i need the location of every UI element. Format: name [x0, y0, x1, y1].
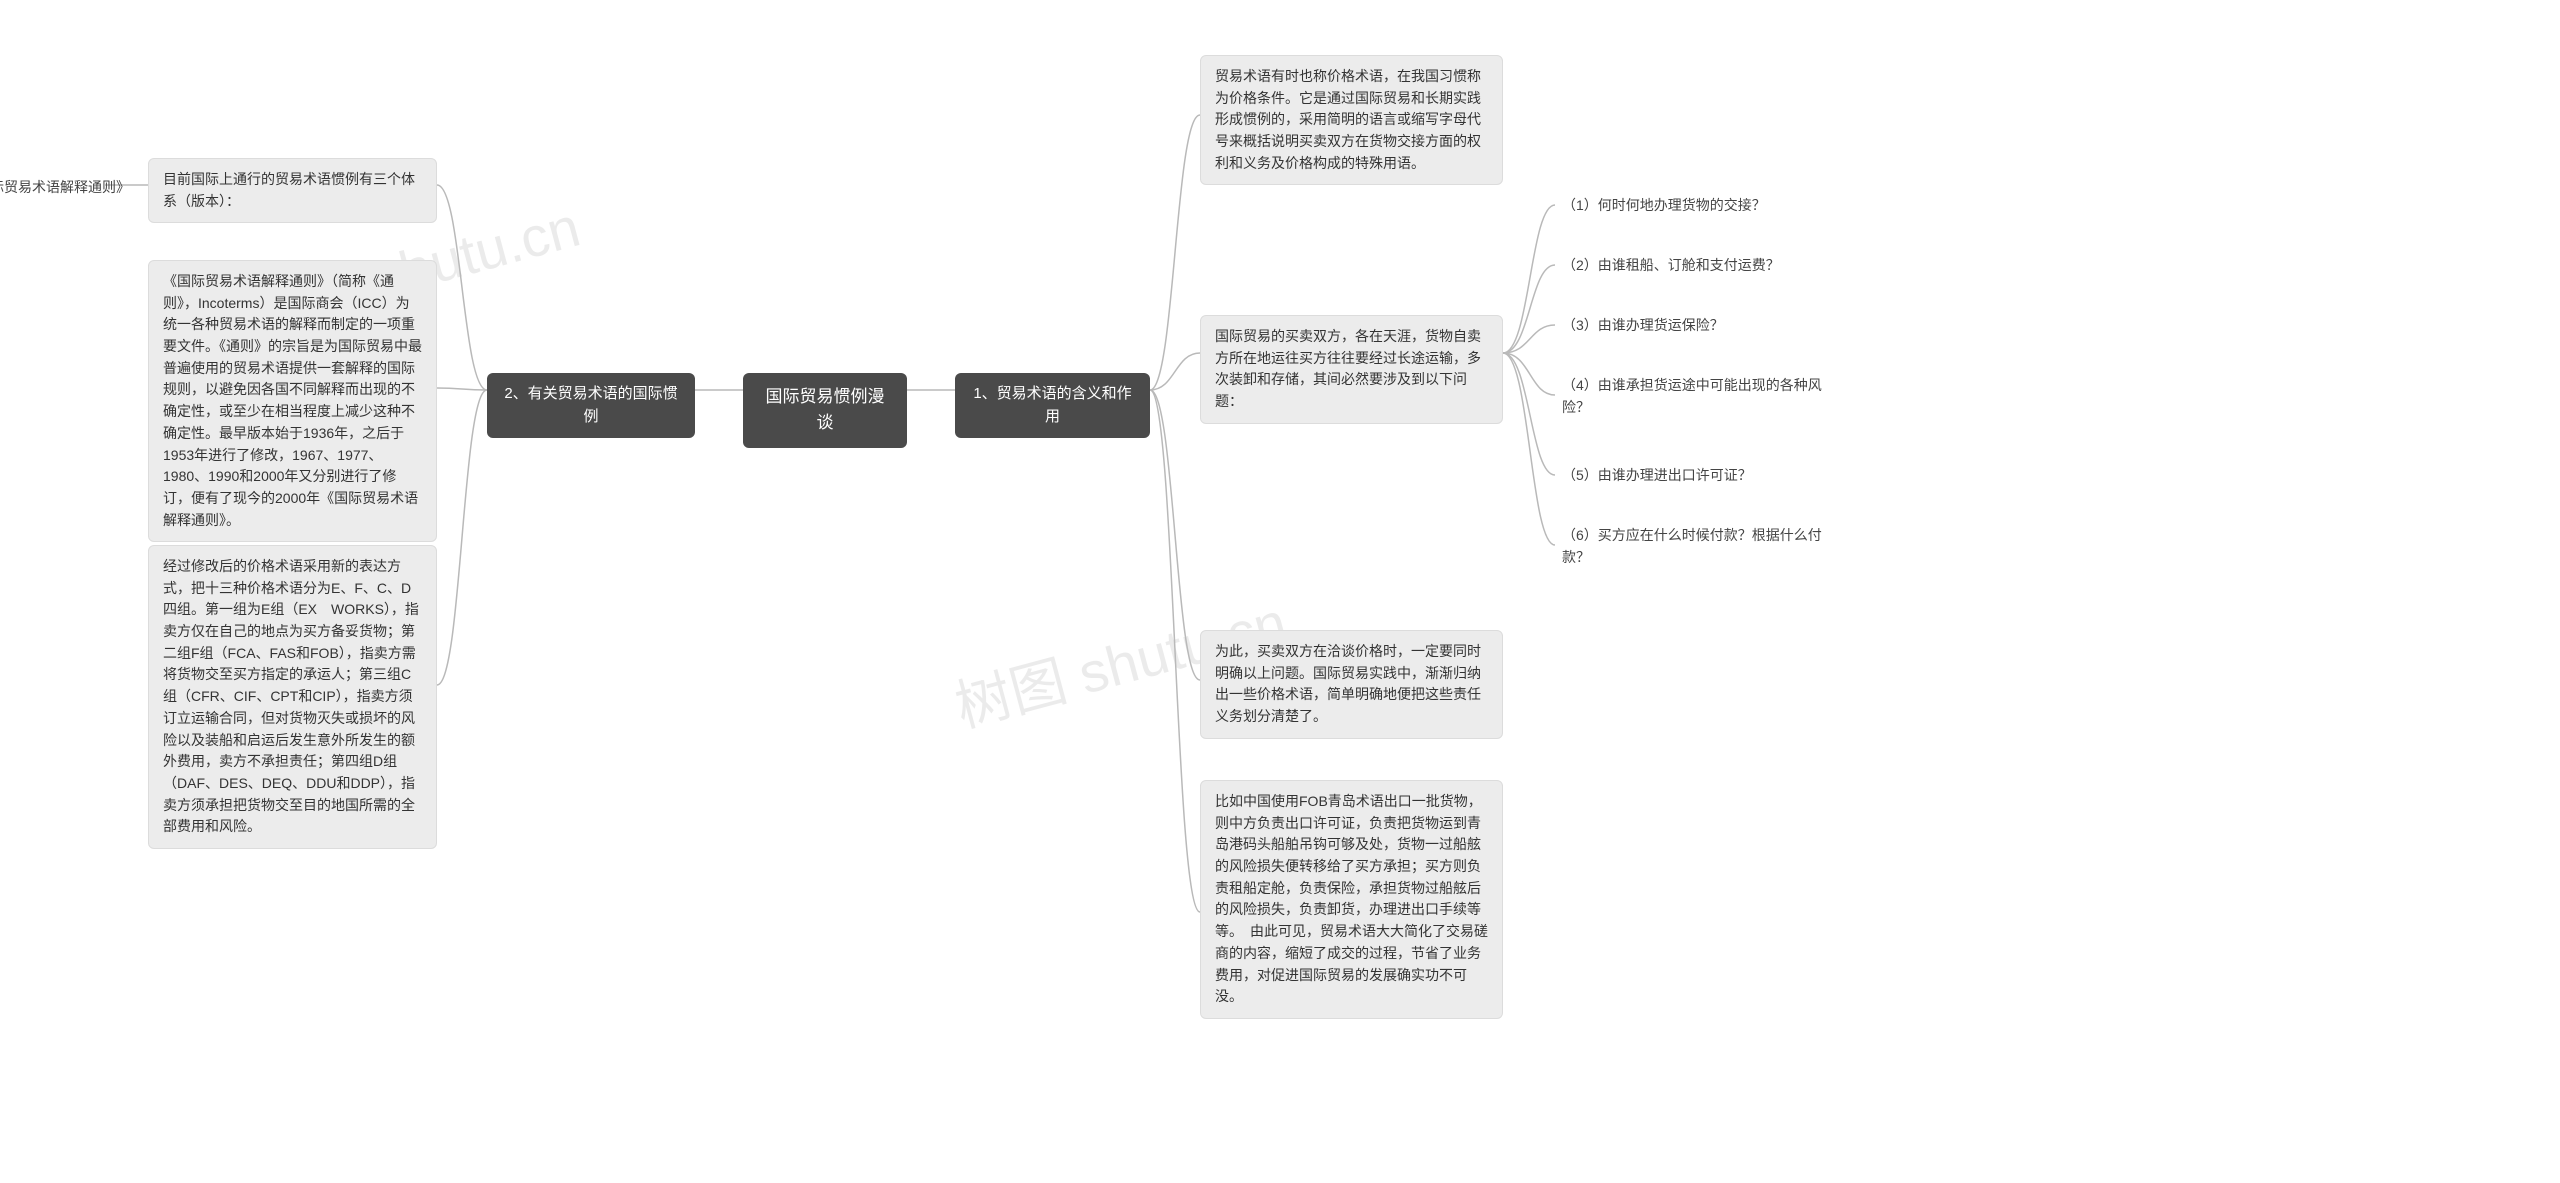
left-box-2[interactable]: 《国际贸易术语解释通则》（简称《通则》，Incoterms）是国际商会（ICC）…	[148, 260, 437, 542]
question-leaf-2-text: （2）由谁租船、订舱和支付运费？	[1562, 257, 1780, 273]
left-main-label: 2、有关贸易术语的国际惯例	[504, 385, 677, 425]
right-box-4-text: 比如中国使用FOB青岛术语出口一批货物，则中方负责出口许可证，负责把货物运到青岛…	[1215, 793, 1488, 1004]
left-box-1[interactable]: 目前国际上通行的贸易术语惯例有三个体系（版本）：	[148, 158, 437, 223]
question-leaf-4-text: （4）由谁承担货运途中可能出现的各种风险？	[1562, 377, 1822, 415]
right-main-node[interactable]: 1、贸易术语的含义和作用	[955, 373, 1150, 438]
left-main-node[interactable]: 2、有关贸易术语的国际惯例	[487, 373, 695, 438]
left-leaf-1-text: （1）《国际贸易术语解释通则》	[0, 179, 130, 195]
question-leaf-5[interactable]: （5）由谁办理进出口许可证？	[1555, 460, 1835, 492]
right-box-2[interactable]: 国际贸易的买卖双方，各在天涯，货物自卖方所在地运往买方往往要经过长途运输，多次装…	[1200, 315, 1503, 424]
right-main-label: 1、贸易术语的含义和作用	[973, 385, 1131, 425]
question-leaf-2[interactable]: （2）由谁租船、订舱和支付运费？	[1555, 250, 1835, 282]
question-leaf-3-text: （3）由谁办理货运保险？	[1562, 317, 1724, 333]
right-box-1-text: 贸易术语有时也称价格术语，在我国习惯称为价格条件。它是通过国际贸易和长期实践形成…	[1215, 68, 1481, 171]
root-node[interactable]: 国际贸易惯例漫谈	[743, 373, 907, 448]
left-box-3[interactable]: 经过修改后的价格术语采用新的表达方式，把十三种价格术语分为E、F、C、D四组。第…	[148, 545, 437, 849]
question-leaf-6-text: （6）买方应在什么时候付款？根据什么付款？	[1562, 527, 1822, 565]
right-box-3[interactable]: 为此，买卖双方在洽谈价格时，一定要同时明确以上问题。国际贸易实践中，渐渐归纳出一…	[1200, 630, 1503, 739]
question-leaf-4[interactable]: （4）由谁承担货运途中可能出现的各种风险？	[1555, 370, 1853, 423]
question-leaf-6[interactable]: （6）买方应在什么时候付款？根据什么付款？	[1555, 520, 1853, 573]
question-leaf-1[interactable]: （1）何时何地办理货物的交接？	[1555, 190, 1835, 222]
right-box-3-text: 为此，买卖双方在洽谈价格时，一定要同时明确以上问题。国际贸易实践中，渐渐归纳出一…	[1215, 643, 1481, 724]
right-box-4[interactable]: 比如中国使用FOB青岛术语出口一批货物，则中方负责出口许可证，负责把货物运到青岛…	[1200, 780, 1503, 1019]
left-box-2-text: 《国际贸易术语解释通则》（简称《通则》，Incoterms）是国际商会（ICC）…	[163, 273, 422, 528]
left-box-3-text: 经过修改后的价格术语采用新的表达方式，把十三种价格术语分为E、F、C、D四组。第…	[163, 558, 419, 834]
right-box-2-text: 国际贸易的买卖双方，各在天涯，货物自卖方所在地运往买方往往要经过长途运输，多次装…	[1215, 328, 1481, 409]
left-box-1-text: 目前国际上通行的贸易术语惯例有三个体系（版本）：	[163, 171, 415, 209]
question-leaf-1-text: （1）何时何地办理货物的交接？	[1562, 197, 1766, 213]
root-label: 国际贸易惯例漫谈	[766, 387, 885, 432]
right-box-1[interactable]: 贸易术语有时也称价格术语，在我国习惯称为价格条件。它是通过国际贸易和长期实践形成…	[1200, 55, 1503, 185]
left-leaf-1[interactable]: （1）《国际贸易术语解释通则》	[0, 172, 137, 204]
question-leaf-5-text: （5）由谁办理进出口许可证？	[1562, 467, 1752, 483]
question-leaf-3[interactable]: （3）由谁办理货运保险？	[1555, 310, 1835, 342]
